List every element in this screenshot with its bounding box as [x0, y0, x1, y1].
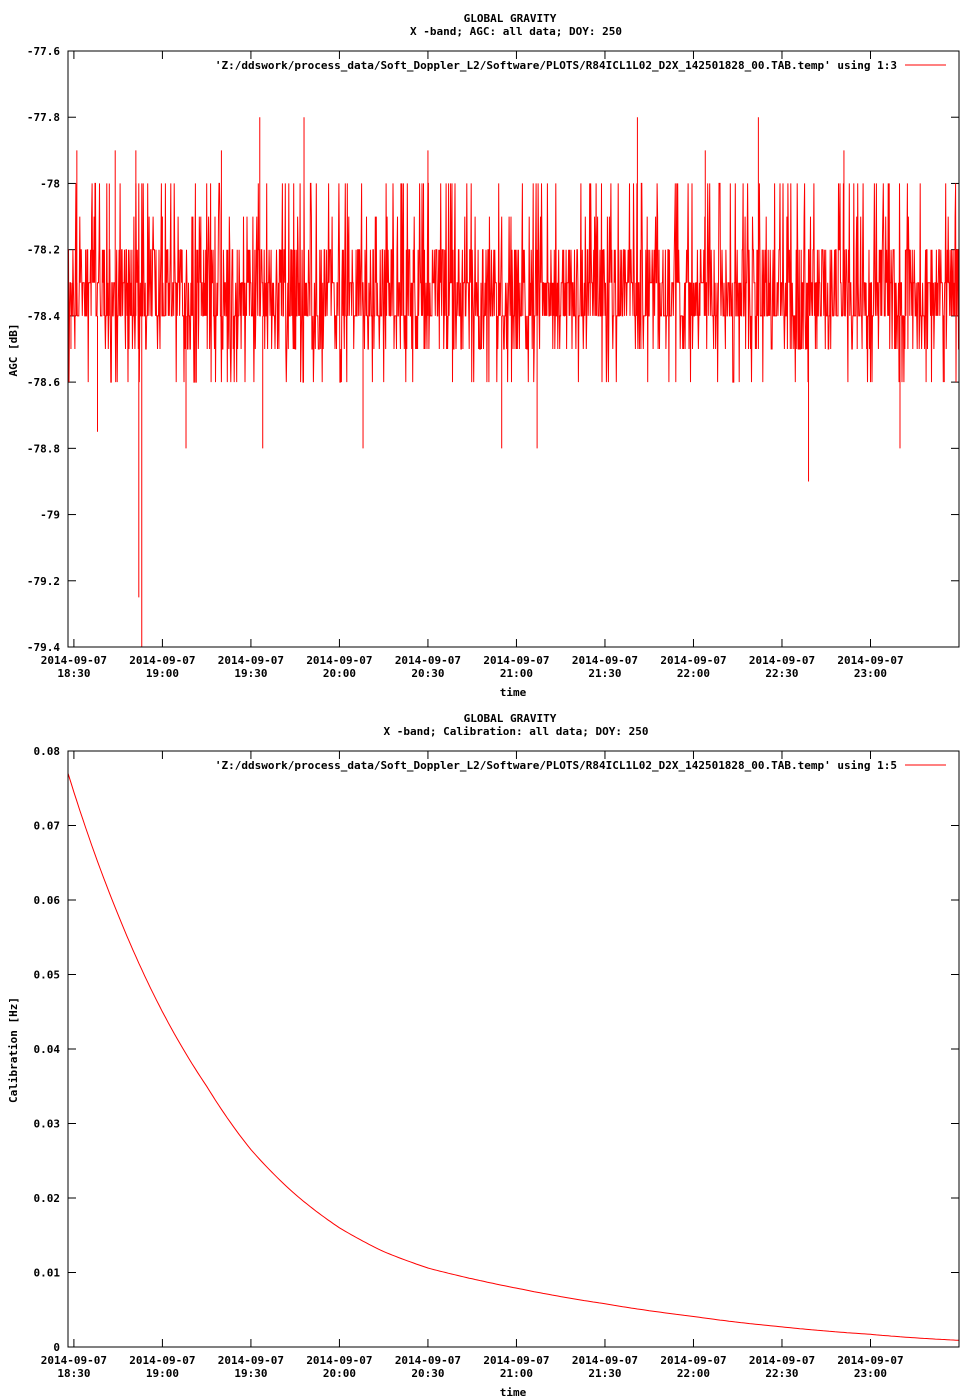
calibration-xtick-time: 23:00 [854, 1367, 887, 1380]
calibration-xtick-date: 2014-09-07 [306, 1354, 372, 1367]
agc-ytick-label: -77.6 [27, 45, 60, 58]
agc-xtick-date: 2014-09-07 [483, 654, 549, 667]
agc-xtick-time: 22:00 [677, 667, 710, 680]
agc-xtick-date: 2014-09-07 [572, 654, 638, 667]
calibration-ytick-label: 0.07 [34, 820, 61, 833]
calibration-xtick-time: 22:00 [677, 1367, 710, 1380]
calibration-chart-title: GLOBAL GRAVITY [464, 712, 557, 725]
calibration-ytick-label: 0.06 [34, 894, 61, 907]
calibration-xtick-time: 22:30 [765, 1367, 798, 1380]
calibration-ytick-label: 0.02 [34, 1192, 61, 1205]
calibration-xtick-time: 21:30 [588, 1367, 621, 1380]
calibration-series-group [67, 773, 960, 1341]
calibration-plot-frame [67, 750, 960, 1348]
agc-legend: 'Z:/ddswork/process_data/Soft_Doppler_L2… [215, 59, 946, 72]
calibration-xtick-date: 2014-09-07 [218, 1354, 284, 1367]
calibration-xtick-date: 2014-09-07 [41, 1354, 107, 1367]
agc-axis-ticks: -77.6 -77.8 -78 -78.2 -78.4 -78.6 -78.8 -79 -79.… [27, 45, 959, 680]
calibration-xtick-date: 2014-09-07 [749, 1354, 815, 1367]
agc-y-axis-label: AGC [dB] [7, 324, 20, 377]
agc-ytick-label: -78.2 [27, 244, 60, 257]
calibration-y-axis-label: Calibration [Hz] [7, 997, 20, 1103]
agc-xtick-date: 2014-09-07 [395, 654, 461, 667]
agc-xtick-time: 22:30 [765, 667, 798, 680]
agc-x-axis-label: time [500, 686, 527, 699]
agc-xtick-time: 19:30 [234, 667, 267, 680]
calibration-xtick-time: 20:30 [411, 1367, 444, 1380]
calibration-xtick-time: 20:00 [323, 1367, 356, 1380]
calibration-chart: GLOBAL GRAVITY X -band; Calibration: all… [7, 712, 960, 1399]
agc-ytick-label: -78.4 [27, 310, 60, 323]
agc-ytick-label: -77.8 [27, 111, 60, 124]
calibration-xtick-date: 2014-09-07 [483, 1354, 549, 1367]
calibration-xtick-date: 2014-09-07 [837, 1354, 903, 1367]
agc-ytick-label: -79 [40, 509, 60, 522]
agc-xtick-date: 2014-09-07 [837, 654, 903, 667]
agc-chart-subtitle: X -band; AGC: all data; DOY: 250 [410, 25, 622, 38]
agc-ytick-label: -78.6 [27, 376, 60, 389]
agc-plot-frame [67, 50, 960, 648]
agc-ytick-label: -78 [40, 177, 60, 190]
agc-ytick-label: -79.2 [27, 575, 60, 588]
agc-xtick-date: 2014-09-07 [218, 654, 284, 667]
agc-xtick-time: 20:30 [411, 667, 444, 680]
calibration-ytick-label: 0.05 [34, 969, 61, 982]
agc-xtick-time: 21:30 [588, 667, 621, 680]
agc-xtick-time: 20:00 [323, 667, 356, 680]
calibration-legend: 'Z:/ddswork/process_data/Soft_Doppler_L2… [215, 759, 946, 772]
agc-chart-title: GLOBAL GRAVITY [464, 12, 557, 25]
calibration-legend-label: 'Z:/ddswork/process_data/Soft_Doppler_L2… [215, 759, 897, 772]
calibration-ytick-label: 0.08 [34, 745, 61, 758]
agc-xtick-time: 23:00 [854, 667, 887, 680]
agc-ytick-label: -79.4 [27, 641, 60, 654]
calibration-xtick-time: 18:30 [57, 1367, 90, 1380]
calibration-series-line [67, 773, 960, 1341]
agc-series-line [68, 182, 959, 383]
agc-xtick-date: 2014-09-07 [306, 654, 372, 667]
calibration-xtick-time: 19:00 [146, 1367, 179, 1380]
calibration-xtick-date: 2014-09-07 [572, 1354, 638, 1367]
calibration-xtick-date: 2014-09-07 [129, 1354, 195, 1367]
agc-xtick-date: 2014-09-07 [660, 654, 726, 667]
agc-xtick-time: 18:30 [57, 667, 90, 680]
calibration-xtick-time: 19:30 [234, 1367, 267, 1380]
agc-xtick-date: 2014-09-07 [749, 654, 815, 667]
calibration-xtick-time: 21:00 [500, 1367, 533, 1380]
agc-xtick-date: 2014-09-07 [41, 654, 107, 667]
calibration-x-axis-label: time [500, 1386, 527, 1399]
agc-ytick-label: -78.8 [27, 442, 60, 455]
agc-xtick-date: 2014-09-07 [129, 654, 195, 667]
calibration-ytick-label: 0.01 [34, 1267, 61, 1280]
agc-xtick-time: 21:00 [500, 667, 533, 680]
calibration-ytick-label: 0.04 [34, 1043, 61, 1056]
agc-legend-label: 'Z:/ddswork/process_data/Soft_Doppler_L2… [215, 59, 897, 72]
calibration-axis-ticks: 0.080.070.060.050.040.030.020.0102014-09… [34, 745, 959, 1380]
agc-chart: GLOBAL GRAVITY X -band; AGC: all data; D… [7, 12, 960, 699]
calibration-xtick-date: 2014-09-07 [395, 1354, 461, 1367]
calibration-ytick-label: 0.03 [34, 1118, 61, 1131]
agc-series-group [68, 117, 959, 647]
calibration-chart-subtitle: X -band; Calibration: all data; DOY: 250 [384, 725, 649, 738]
calibration-xtick-date: 2014-09-07 [660, 1354, 726, 1367]
calibration-ytick-label: 0 [53, 1341, 60, 1354]
agc-xtick-time: 19:00 [146, 667, 179, 680]
